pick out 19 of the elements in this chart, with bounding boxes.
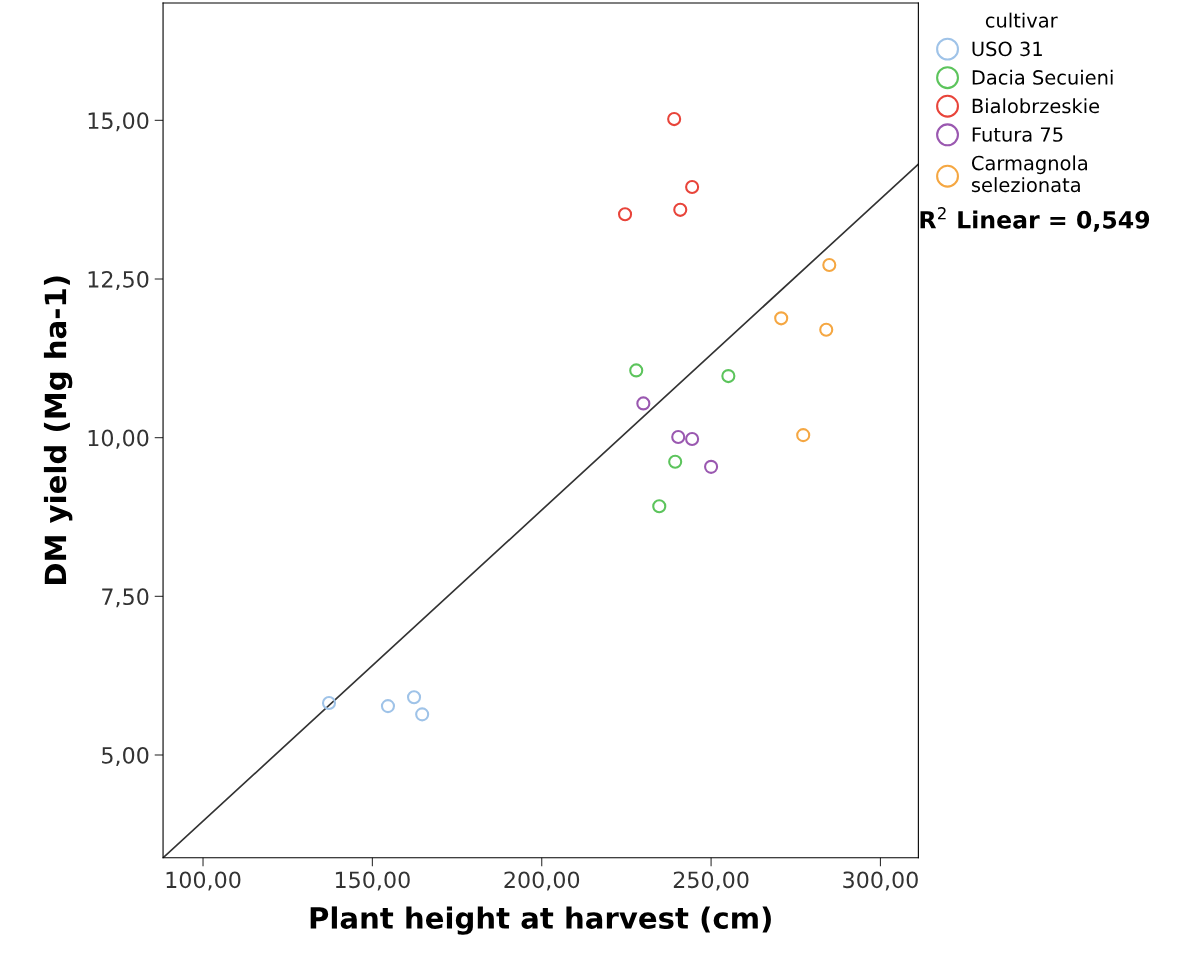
- legend-label: USO 31: [972, 41, 1042, 57]
- y-tick-label: 10,00: [88, 429, 149, 449]
- legend-label: Bialobrzeskie: [972, 98, 1100, 114]
- y-tick-label: 7,50: [102, 588, 149, 608]
- legend-title: cultivar: [985, 12, 1058, 28]
- y-tick-label: 15,00: [88, 112, 149, 132]
- y-tick-label: 12,50: [88, 270, 149, 291]
- x-tick-label: 250,00: [673, 871, 749, 891]
- x-axis-title: Plant height at harvest (cm): [310, 906, 771, 935]
- y-tick-label: 5,00: [102, 746, 149, 767]
- legend-label: Carmagnola selezionata: [971, 155, 1087, 193]
- legend-label: Futura 75: [972, 127, 1063, 142]
- x-tick-label: 200,00: [504, 871, 580, 891]
- legend-label: Dacia Secuieni: [972, 69, 1113, 85]
- x-tick-label: 100,00: [166, 871, 241, 891]
- x-tick-label: 300,00: [843, 871, 918, 891]
- text: R$^{2}$ Linear = 0,549: [920, 207, 1150, 232]
- x-tick-label: 150,00: [335, 871, 410, 891]
- y-axis-title: DM yield (Mg ha-1): [43, 276, 73, 585]
